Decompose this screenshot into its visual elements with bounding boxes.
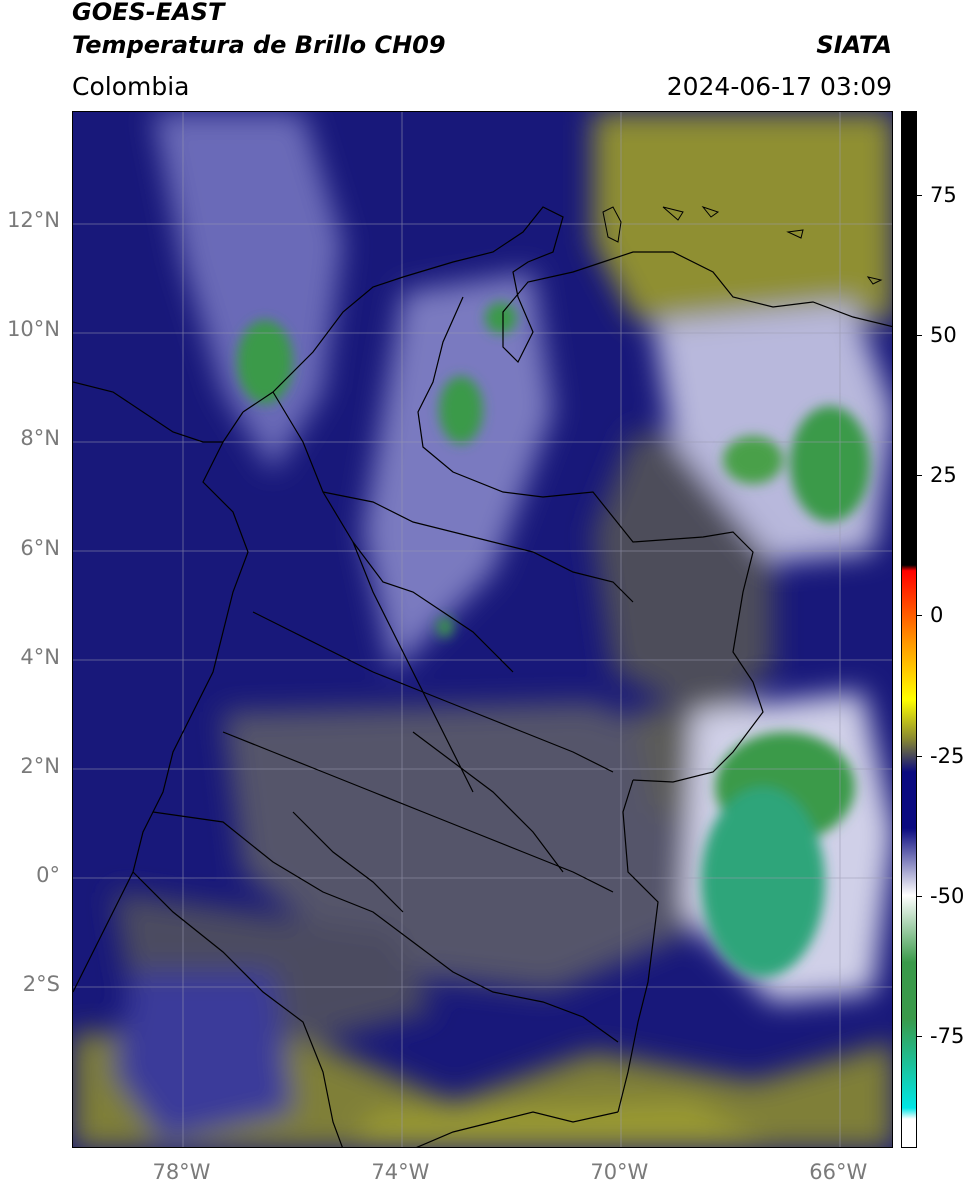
imagery — [73, 112, 892, 1147]
lat-tick-label: 12°N — [7, 208, 60, 233]
lon-tick-label: 74°W — [371, 1160, 430, 1184]
colorbar-tick-label: 50 — [930, 323, 957, 348]
region-label: Colombia — [72, 72, 190, 101]
lat-tick-label: 4°N — [20, 644, 60, 669]
lat-tick-label: 2°S — [22, 972, 60, 997]
lon-tick-label: 78°W — [152, 1160, 211, 1184]
satellite-map — [72, 111, 893, 1148]
colorbar-tick-mark — [917, 195, 922, 197]
colorbar-tick-mark — [917, 475, 922, 477]
source-label: SIATA — [816, 31, 892, 59]
datetime-label: 2024-06-17 03:09 — [666, 72, 892, 101]
lat-tick-label: 0° — [36, 863, 60, 888]
lon-tick-label: 66°W — [809, 1160, 868, 1184]
colorbar-tick-label: 75 — [930, 183, 957, 208]
satellite-title: GOES-EAST — [72, 0, 225, 26]
colorbar-tick-mark — [917, 335, 922, 337]
colorbar-tick-mark — [917, 1035, 922, 1037]
colorbar-tick-label: -25 — [930, 743, 965, 768]
colorbar-tick-mark — [917, 895, 922, 897]
lon-tick-label: 70°W — [590, 1160, 649, 1184]
colorbar-tick-mark — [917, 615, 922, 617]
colorbar-tick-label: -75 — [930, 1023, 965, 1048]
colorbar-tick-label: 25 — [930, 463, 957, 488]
lat-tick-label: 8°N — [20, 426, 60, 451]
colorbar-tick-label: -50 — [930, 883, 965, 908]
lat-tick-label: 6°N — [20, 535, 60, 560]
colorbar — [901, 111, 917, 1148]
lat-tick-label: 10°N — [7, 317, 60, 342]
country-borders — [73, 206, 892, 1147]
colorbar-tick-label: 0 — [930, 603, 944, 628]
product-title: Temperatura de Brillo CH09 — [72, 31, 446, 59]
colorbar-tick-mark — [917, 755, 922, 757]
lat-tick-label: 2°N — [20, 753, 60, 778]
islands — [602, 205, 883, 285]
